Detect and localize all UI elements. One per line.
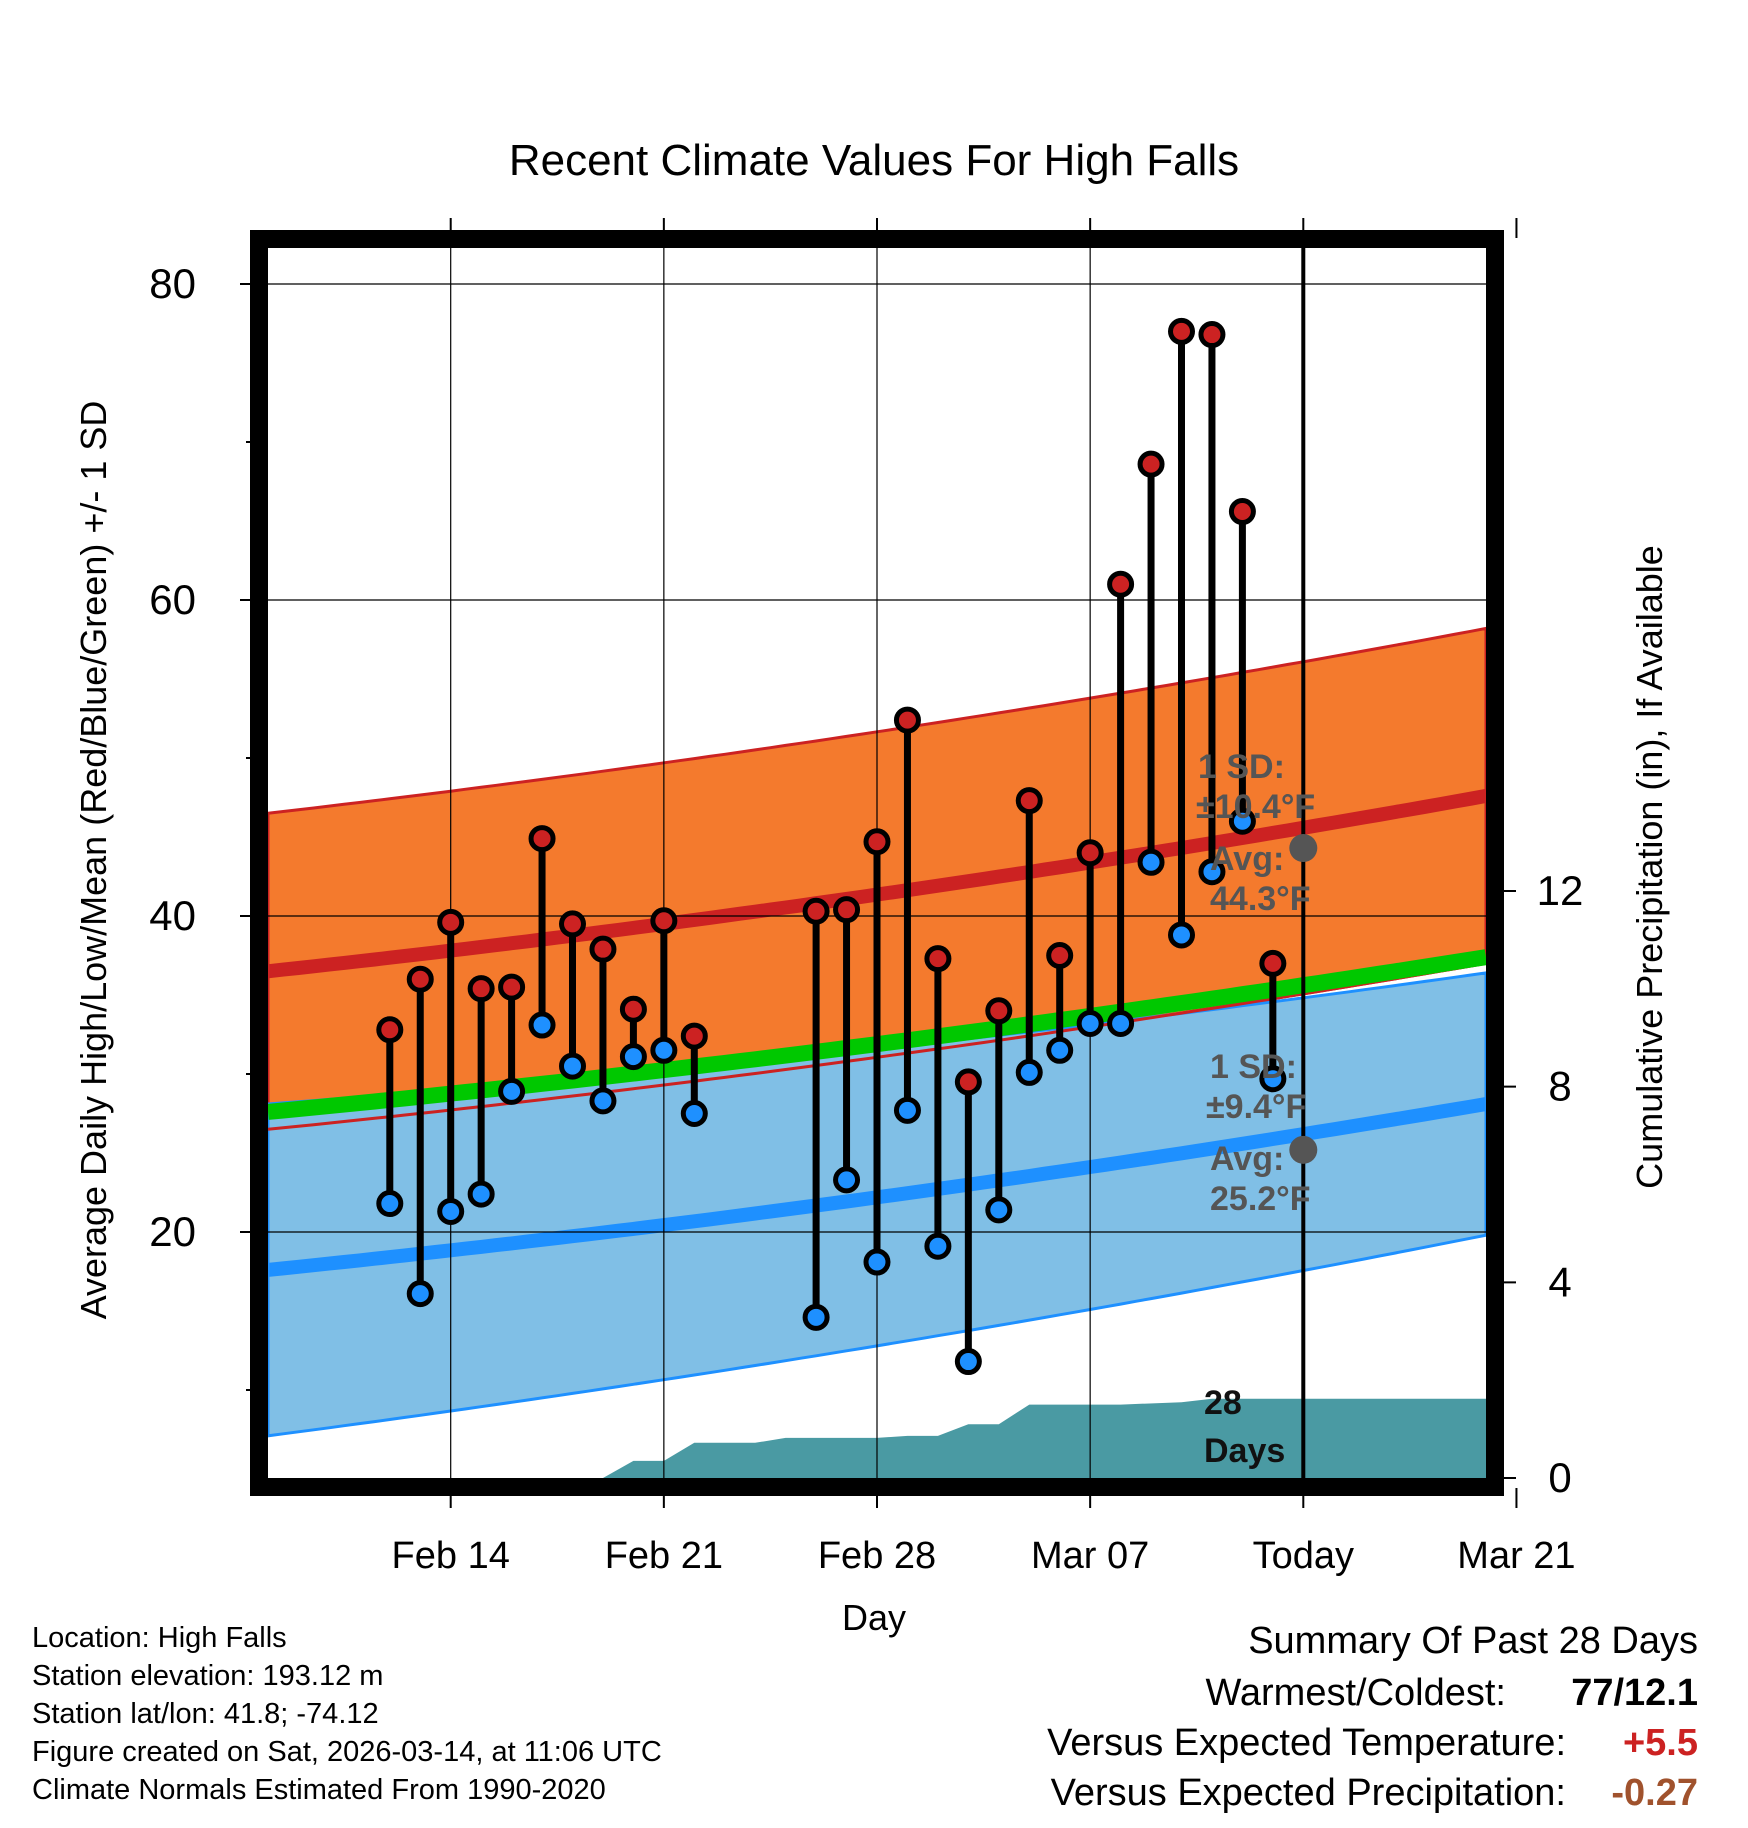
daily-high-point bbox=[559, 910, 586, 938]
y-tick-label-0: 20 bbox=[149, 1208, 196, 1255]
daily-high-point bbox=[467, 975, 495, 1003]
daily-low-point bbox=[802, 1303, 830, 1331]
y2-tick-label-3: 12 bbox=[1537, 867, 1584, 914]
x-tick-label-1: Feb 21 bbox=[605, 1535, 723, 1577]
daily-low-point bbox=[1076, 1009, 1104, 1037]
today-high-avg-marker bbox=[1289, 834, 1318, 863]
temp-vs-value: +5.5 bbox=[1622, 1722, 1698, 1764]
daily-low-point bbox=[893, 1096, 921, 1124]
precip-vs-label: Versus Expected Precipitation: bbox=[1050, 1772, 1566, 1814]
daily-low-point bbox=[1015, 1058, 1043, 1086]
plot-area bbox=[268, 248, 1486, 1478]
x-tick-label-0: Feb 14 bbox=[392, 1535, 510, 1577]
x-tick-label-5: Mar 21 bbox=[1457, 1535, 1575, 1577]
high-sd-value: ±10.4°F bbox=[1196, 788, 1315, 826]
daily-high-point bbox=[1137, 450, 1165, 478]
daily-high-point bbox=[619, 995, 647, 1023]
daily-high-point bbox=[1259, 949, 1287, 977]
low-sd-value: ±9.4°F bbox=[1206, 1088, 1306, 1126]
daily-low-point bbox=[619, 1043, 647, 1071]
daily-low-point bbox=[1228, 807, 1256, 835]
daily-low-point bbox=[528, 1011, 556, 1039]
daily-low-point bbox=[467, 1180, 495, 1208]
y-axis-label: Average Daily High/Low/Mean (Red/Blue/Gr… bbox=[73, 401, 114, 1320]
days-label-number: 28 bbox=[1204, 1384, 1242, 1422]
daily-high-point bbox=[376, 1016, 404, 1044]
daily-high-point bbox=[893, 706, 921, 734]
daily-low-point bbox=[437, 1197, 465, 1225]
daily-high-point bbox=[954, 1068, 982, 1096]
y-tick-label-3: 80 bbox=[149, 260, 196, 307]
daily-high-point bbox=[498, 973, 526, 1001]
daily-low-point bbox=[589, 1087, 617, 1115]
y-tick-label-2: 60 bbox=[149, 576, 196, 623]
x-tick-label-4: Today bbox=[1253, 1535, 1354, 1577]
daily-low-point bbox=[650, 1036, 678, 1064]
daily-high-point bbox=[1198, 321, 1226, 349]
daily-low-point bbox=[1168, 921, 1195, 949]
high-avg-value: 44.3°F bbox=[1210, 880, 1311, 918]
daily-low-point bbox=[924, 1232, 952, 1260]
y2-tick-label-1: 4 bbox=[1548, 1258, 1571, 1305]
daily-low-point bbox=[954, 1348, 982, 1376]
daily-low-point bbox=[498, 1077, 526, 1105]
warmest-label: Warmest/Coldest: bbox=[1205, 1672, 1506, 1714]
today-low-avg-marker bbox=[1289, 1135, 1318, 1164]
daily-low-point bbox=[559, 1052, 586, 1080]
high-avg-label: Avg: bbox=[1210, 840, 1284, 878]
daily-low-point bbox=[376, 1190, 404, 1218]
elevation-text: Station elevation: 193.12 m bbox=[32, 1660, 384, 1692]
daily-high-point bbox=[1168, 317, 1195, 345]
precip-vs-value: -0.27 bbox=[1611, 1772, 1698, 1814]
latlon-text: Station lat/lon: 41.8; -74.12 bbox=[32, 1698, 379, 1730]
y2-tick-label-0: 0 bbox=[1548, 1454, 1571, 1501]
low-sd-label: 1 SD: bbox=[1210, 1048, 1297, 1086]
daily-low-point bbox=[985, 1196, 1013, 1224]
warmest-value: 77/12.1 bbox=[1571, 1672, 1698, 1714]
location-text: Location: High Falls bbox=[32, 1622, 287, 1654]
daily-high-point bbox=[1046, 942, 1074, 969]
daily-high-point bbox=[437, 908, 465, 936]
daily-low-point bbox=[1046, 1036, 1074, 1064]
low-avg-value: 25.2°F bbox=[1210, 1180, 1311, 1218]
plot-frame bbox=[250, 230, 1504, 1496]
daily-high-point bbox=[650, 907, 678, 935]
daily-high-point bbox=[1076, 839, 1104, 867]
daily-high-point bbox=[589, 935, 617, 963]
daily-low-point bbox=[833, 1166, 861, 1194]
daily-high-point bbox=[1015, 787, 1043, 815]
daily-low-point bbox=[1107, 1009, 1135, 1037]
daily-high-point bbox=[680, 1022, 708, 1050]
y2-tick-label-2: 8 bbox=[1548, 1063, 1571, 1110]
daily-low-point bbox=[406, 1280, 434, 1308]
daily-low-point bbox=[680, 1100, 708, 1127]
daily-high-point bbox=[833, 896, 861, 924]
daily-high-point bbox=[985, 997, 1013, 1025]
y2-axis-label: Cumulative Precipitation (in), If Availa… bbox=[1629, 545, 1670, 1189]
daily-high-point bbox=[406, 965, 434, 993]
normals-text: Climate Normals Estimated From 1990-2020 bbox=[32, 1774, 606, 1806]
low-avg-label: Avg: bbox=[1210, 1140, 1284, 1178]
days-label-word: Days bbox=[1204, 1432, 1285, 1470]
x-axis-label: Day bbox=[842, 1597, 906, 1638]
x-tick-label-2: Feb 28 bbox=[818, 1535, 936, 1577]
y-tick-label-1: 40 bbox=[149, 892, 196, 939]
daily-high-point bbox=[802, 897, 830, 925]
daily-low-point bbox=[1137, 848, 1165, 876]
daily-high-point bbox=[924, 945, 952, 973]
temp-vs-label: Versus Expected Temperature: bbox=[1047, 1722, 1566, 1764]
chart-title: Recent Climate Values For High Falls bbox=[509, 136, 1239, 185]
daily-low-point bbox=[863, 1248, 891, 1276]
daily-high-point bbox=[1107, 570, 1135, 598]
daily-high-point bbox=[528, 825, 556, 853]
summary-title: Summary Of Past 28 Days bbox=[1248, 1620, 1698, 1662]
daily-low-point bbox=[1259, 1065, 1287, 1093]
daily-high-point bbox=[863, 828, 891, 856]
x-tick-label-3: Mar 07 bbox=[1031, 1535, 1149, 1577]
daily-low-point bbox=[1198, 858, 1226, 886]
high-sd-label: 1 SD: bbox=[1198, 748, 1285, 786]
created-text: Figure created on Sat, 2026-03-14, at 11… bbox=[32, 1736, 662, 1768]
daily-high-point bbox=[1228, 498, 1256, 526]
